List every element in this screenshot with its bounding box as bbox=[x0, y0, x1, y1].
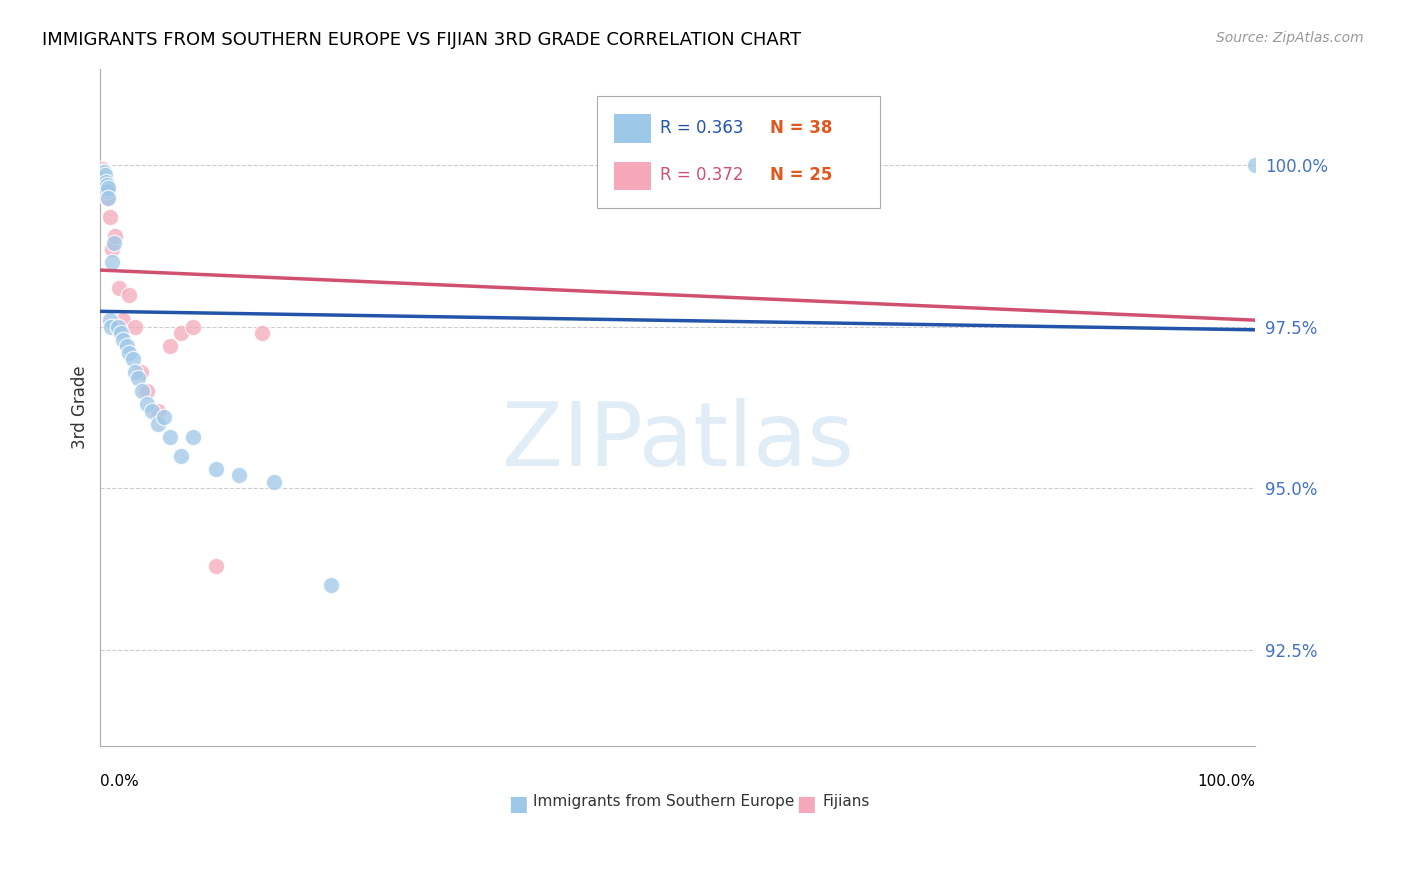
Point bbox=[129, 365, 152, 379]
Point bbox=[666, 158, 689, 172]
Text: Fijians: Fijians bbox=[823, 794, 869, 809]
Point bbox=[93, 181, 115, 195]
Text: 0.0%: 0.0% bbox=[100, 773, 139, 789]
Point bbox=[110, 326, 132, 341]
Point bbox=[100, 319, 122, 334]
Text: ■: ■ bbox=[508, 794, 527, 814]
Text: R = 0.372: R = 0.372 bbox=[661, 166, 744, 185]
Point bbox=[146, 417, 169, 431]
Point bbox=[135, 384, 157, 399]
Point bbox=[90, 161, 112, 176]
Point bbox=[101, 255, 124, 269]
Text: N = 25: N = 25 bbox=[770, 166, 832, 185]
Point bbox=[159, 429, 181, 443]
Point bbox=[96, 191, 118, 205]
Point bbox=[146, 403, 169, 417]
Text: N = 38: N = 38 bbox=[770, 119, 832, 137]
Point bbox=[91, 171, 114, 186]
Point bbox=[103, 235, 125, 250]
Y-axis label: 3rd Grade: 3rd Grade bbox=[72, 366, 89, 450]
Text: Immigrants from Southern Europe: Immigrants from Southern Europe bbox=[533, 794, 794, 809]
Point bbox=[1244, 158, 1267, 172]
Point bbox=[127, 371, 149, 385]
Point bbox=[263, 475, 285, 489]
Bar bbox=[614, 114, 651, 143]
Point bbox=[91, 174, 114, 188]
Text: IMMIGRANTS FROM SOUTHERN EUROPE VS FIJIAN 3RD GRADE CORRELATION CHART: IMMIGRANTS FROM SOUTHERN EUROPE VS FIJIA… bbox=[42, 31, 801, 49]
Point bbox=[204, 558, 226, 573]
Point bbox=[108, 281, 131, 295]
Text: R = 0.363: R = 0.363 bbox=[661, 119, 744, 137]
Point bbox=[228, 468, 250, 483]
Point bbox=[170, 326, 193, 341]
Point bbox=[321, 578, 343, 592]
Point bbox=[94, 174, 117, 188]
Point bbox=[93, 165, 115, 179]
Point bbox=[98, 210, 121, 224]
Point bbox=[91, 165, 114, 179]
Point bbox=[112, 313, 135, 327]
Point bbox=[118, 287, 141, 301]
Text: ZIPatlas: ZIPatlas bbox=[502, 398, 853, 485]
Point bbox=[250, 326, 273, 341]
Point bbox=[181, 429, 204, 443]
Point bbox=[153, 410, 176, 425]
Point bbox=[131, 384, 153, 399]
Point bbox=[93, 178, 115, 192]
Point bbox=[91, 171, 114, 186]
Point bbox=[124, 319, 146, 334]
Point bbox=[94, 168, 117, 182]
Point bbox=[91, 168, 114, 182]
Point bbox=[141, 403, 163, 417]
Point bbox=[115, 339, 138, 353]
Point bbox=[94, 184, 117, 198]
Point bbox=[107, 319, 129, 334]
Point bbox=[91, 168, 114, 182]
FancyBboxPatch shape bbox=[598, 95, 880, 208]
Point bbox=[112, 333, 135, 347]
Text: ■: ■ bbox=[796, 794, 817, 814]
Point bbox=[121, 352, 143, 367]
Point bbox=[90, 165, 112, 179]
Point bbox=[97, 181, 120, 195]
Point bbox=[98, 313, 121, 327]
Point bbox=[104, 229, 127, 244]
Point bbox=[124, 365, 146, 379]
Point bbox=[118, 345, 141, 359]
Bar bbox=[614, 161, 651, 190]
Point bbox=[96, 178, 118, 192]
Point bbox=[101, 242, 124, 256]
Text: 100.0%: 100.0% bbox=[1197, 773, 1256, 789]
Point bbox=[135, 397, 157, 411]
Point bbox=[94, 174, 117, 188]
Point bbox=[94, 178, 117, 192]
Point bbox=[204, 462, 226, 476]
Point bbox=[159, 339, 181, 353]
Text: Source: ZipAtlas.com: Source: ZipAtlas.com bbox=[1216, 31, 1364, 45]
Point bbox=[170, 449, 193, 463]
Point bbox=[96, 184, 118, 198]
Point bbox=[93, 171, 115, 186]
Point bbox=[97, 191, 120, 205]
Point bbox=[181, 319, 204, 334]
